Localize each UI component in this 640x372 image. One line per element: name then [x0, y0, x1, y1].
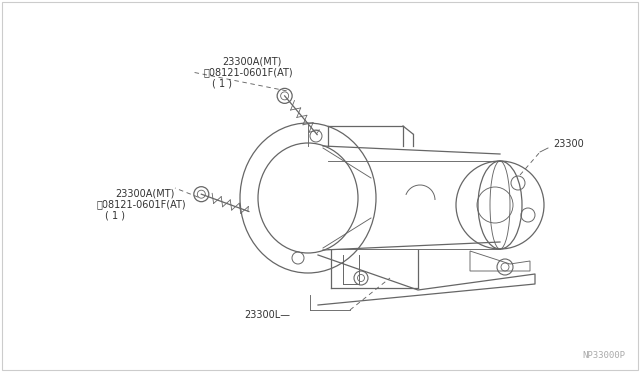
- Text: ⒲08121-0601F(AT): ⒲08121-0601F(AT): [204, 67, 294, 77]
- Text: 23300: 23300: [553, 139, 584, 149]
- Text: ( 1 ): ( 1 ): [212, 78, 232, 88]
- Text: NP33000P: NP33000P: [582, 351, 625, 360]
- Text: 23300A(MT): 23300A(MT): [222, 56, 282, 66]
- Text: 23300L—: 23300L—: [244, 310, 290, 320]
- Text: ( 1 ): ( 1 ): [105, 210, 125, 220]
- Text: ⒲08121-0601F(AT): ⒲08121-0601F(AT): [97, 199, 187, 209]
- Text: 23300A(MT): 23300A(MT): [115, 188, 174, 198]
